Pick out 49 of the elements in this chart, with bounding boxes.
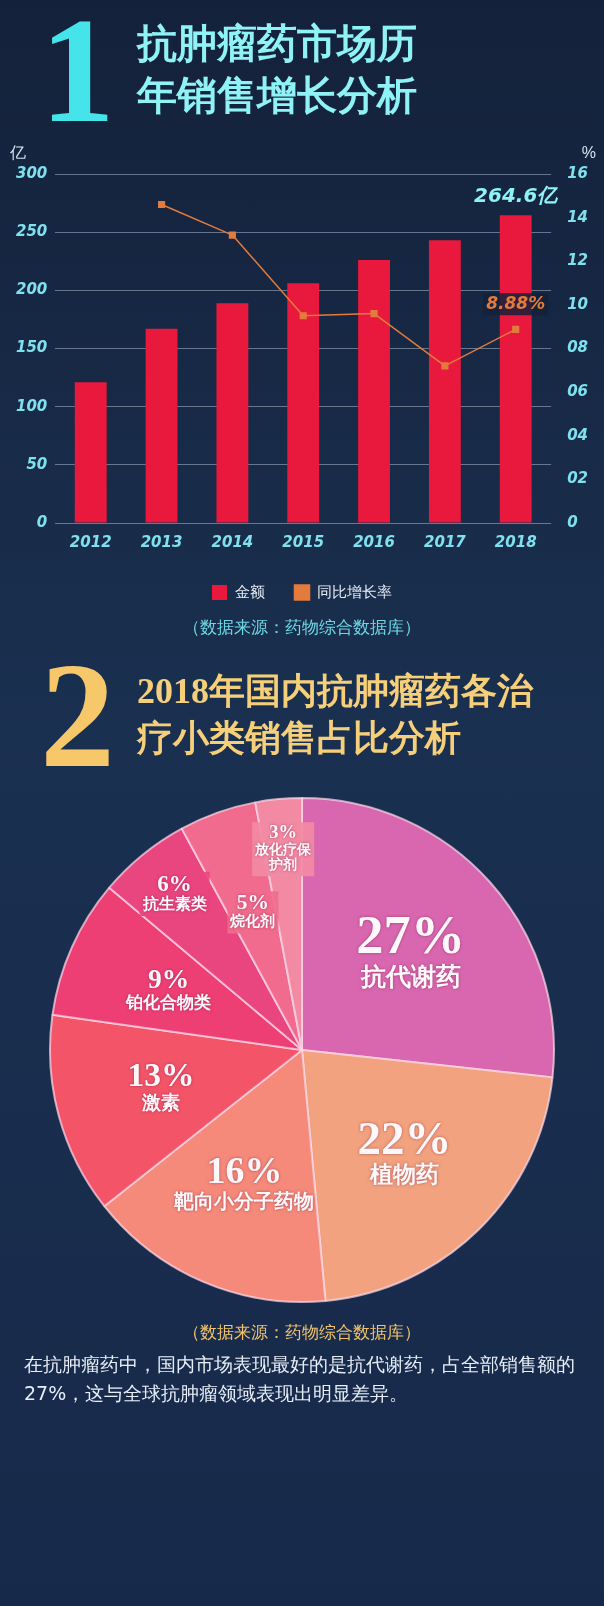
slice-label: 激素 xyxy=(140,1091,180,1113)
y2-axis-title: % xyxy=(581,144,596,162)
y-tick-label: 0 xyxy=(36,512,48,531)
y-tick-label: 300 xyxy=(16,163,48,182)
x-tick-label: 2018 xyxy=(494,532,537,551)
y-axis-title: 亿 xyxy=(9,144,26,162)
y2-tick-label: 02 xyxy=(567,469,588,488)
y2-tick-label: 08 xyxy=(567,338,588,357)
slice-label: 抗生素类 xyxy=(141,894,207,912)
data-label: 16% xyxy=(206,1149,283,1192)
data-label: 3% xyxy=(269,822,298,843)
slice-label: 抗代谢药 xyxy=(359,962,461,990)
x-tick-label: 2017 xyxy=(424,532,467,551)
chart-title: 2018年国内抗肿瘤药各治疗小类销售占比分析 xyxy=(137,670,535,760)
y2-tick-label: 14 xyxy=(567,207,588,226)
chart-subtitle: 2 xyxy=(40,632,115,798)
y2-tick-label: 04 xyxy=(567,425,588,444)
y-tick-label: 150 xyxy=(16,338,48,357)
x-tick-label: 2014 xyxy=(211,532,254,551)
y-tick-label: 50 xyxy=(26,454,48,473)
x-tick-label: 2013 xyxy=(140,532,183,551)
slice-label: 靶向小分子药物 xyxy=(173,1189,315,1212)
chart-title: 抗肿瘤药市场历年销售增长分析 xyxy=(137,20,418,120)
x-tick-label: 2012 xyxy=(69,532,112,551)
chart-subtitle: 1 xyxy=(40,0,115,153)
data-label: 264.6亿 xyxy=(474,183,560,208)
slice-label: 放化疗保护剂 xyxy=(254,840,313,873)
y2-tick-label: 0 xyxy=(567,512,578,531)
y2-tick-label: 12 xyxy=(567,251,588,270)
legend-label: 同比增长率 xyxy=(317,582,392,600)
y2-tick-label: 06 xyxy=(567,382,588,401)
x-tick-label: 2016 xyxy=(353,532,395,551)
text: （数据来源：药物综合数据库） xyxy=(183,617,421,637)
text: （数据来源：药物综合数据库） xyxy=(182,1321,422,1344)
y2-tick-label: 10 xyxy=(567,294,588,313)
y-tick-label: 250 xyxy=(16,222,48,241)
slice-label: 植物药 xyxy=(369,1162,440,1188)
legend-label: 金额 xyxy=(234,582,265,600)
y-tick-label: 100 xyxy=(16,396,48,415)
y2-tick-label: 16 xyxy=(567,163,588,182)
x-tick-label: 2015 xyxy=(282,532,325,551)
slice-label: 铂化合物类 xyxy=(125,992,212,1012)
data-label: 8.88% xyxy=(486,293,546,314)
data-label: 13% xyxy=(127,1056,195,1094)
y-tick-label: 200 xyxy=(16,280,48,299)
data-label: 27% xyxy=(356,903,466,965)
text: 在抗肿瘤药中，国内市场表现最好的是抗代谢药，占全部销售额的27%，这与全球抗肿瘤领域表现出明显差异。 xyxy=(23,1352,576,1407)
slice-label: 烷化剂 xyxy=(229,912,276,930)
data-label: 9% xyxy=(147,963,190,995)
